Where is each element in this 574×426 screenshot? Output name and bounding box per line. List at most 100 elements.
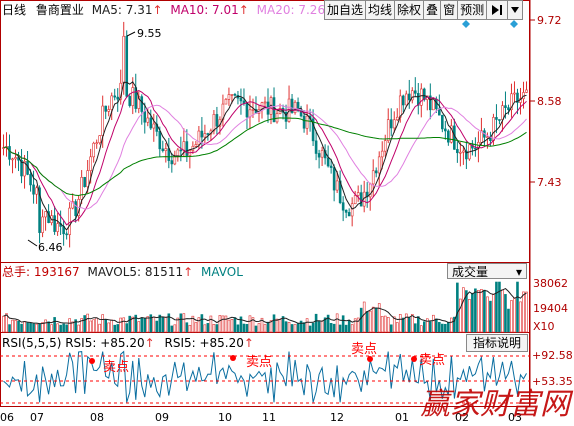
volume-bar	[155, 320, 159, 333]
ma-button[interactable]: 均线	[366, 0, 396, 20]
candle-body	[233, 94, 237, 96]
volume-bar	[236, 324, 240, 333]
volume-bar	[480, 289, 483, 333]
candle-body	[432, 98, 435, 111]
rsi-header: RSI(5,5,5) RSI5: +85.20↑ RSI5: +85.20↑	[2, 336, 254, 350]
volume-bar	[522, 291, 525, 333]
candle-body	[164, 148, 168, 152]
add-watchlist-button[interactable]: 加自选	[324, 0, 367, 20]
candle-body	[104, 105, 107, 112]
volume-bar	[80, 318, 83, 333]
sell-point-label: 卖点	[246, 355, 272, 370]
volume-bar	[290, 324, 294, 333]
candle-body	[74, 201, 77, 217]
candle-body	[371, 170, 375, 185]
volume-bar	[462, 287, 465, 333]
event-diamond-icon[interactable]	[510, 20, 518, 28]
overlay-button[interactable]: 叠	[424, 0, 442, 20]
window-button[interactable]: 窗	[441, 0, 459, 20]
volume-bar	[350, 324, 354, 333]
volume-bar	[122, 317, 126, 333]
volume-bar	[188, 324, 192, 333]
up-arrow-icon: ↑	[152, 3, 163, 17]
candle-body	[326, 157, 330, 167]
volume-bar	[326, 314, 330, 333]
volume-bar	[173, 324, 177, 333]
indicator-help-button[interactable]: 指标说明	[466, 334, 528, 352]
volume-bar	[398, 314, 402, 333]
volume-bar	[356, 317, 360, 333]
volume-bar	[245, 324, 249, 333]
volume-bar	[456, 282, 459, 333]
candle-body	[146, 117, 150, 123]
volume-bar	[200, 314, 204, 333]
candle-body	[305, 115, 309, 129]
candle-body	[513, 92, 516, 95]
volume-bar	[128, 315, 132, 333]
candle-body	[185, 141, 189, 156]
candle-body	[347, 212, 351, 217]
rsi-tick-2: +53.35	[532, 375, 573, 388]
volume-bar	[395, 322, 399, 333]
candle-body	[20, 159, 23, 177]
volume-tick-2: 19404	[533, 302, 568, 315]
volume-bar	[110, 319, 114, 333]
candle-body	[377, 156, 381, 174]
volume-bar	[218, 315, 222, 333]
ex-rights-button[interactable]: 除权	[395, 0, 425, 20]
volume-header: 总手: 193167 MAVOL5: 81511↑ MAVOL	[2, 265, 243, 279]
up-arrow-icon: ↑	[183, 265, 194, 279]
chevron-down-icon[interactable]	[508, 0, 524, 20]
sell-point-dot	[367, 356, 373, 362]
forecast-button[interactable]: 预测	[458, 0, 488, 20]
candle-body	[158, 131, 162, 150]
sell-point-dot	[230, 355, 236, 361]
volume-bar	[239, 316, 243, 333]
volume-bar	[116, 324, 120, 333]
candle-body	[401, 95, 405, 106]
candle-body	[356, 192, 360, 196]
candle-body	[8, 146, 11, 160]
volume-bar	[29, 322, 32, 333]
volume-bar	[453, 316, 456, 333]
play-end-icon[interactable]	[487, 0, 509, 20]
volume-bar	[507, 308, 510, 333]
candle-body	[510, 93, 513, 111]
candle-body	[486, 136, 489, 138]
candle-body	[125, 35, 129, 97]
volume-bar	[450, 317, 453, 333]
candle-body	[227, 94, 231, 100]
volume-bar	[299, 320, 303, 333]
volume-bar	[11, 319, 14, 333]
volume-bar	[53, 317, 56, 333]
volume-bar	[377, 303, 381, 333]
candle-body	[423, 88, 426, 100]
candle-body	[23, 161, 26, 177]
candle-body	[507, 107, 510, 111]
candle-body	[173, 155, 177, 165]
volume-total: 总手: 193167	[2, 265, 80, 279]
indicator-dropdown[interactable]: 成交量 ▾	[447, 263, 527, 279]
candle-body	[314, 140, 318, 154]
event-diamond-icon[interactable]	[462, 20, 470, 28]
volume-bar	[254, 325, 258, 333]
volume-bar	[224, 315, 228, 333]
candle-body	[459, 151, 462, 154]
x-label: 11	[262, 411, 276, 424]
candle-body	[374, 170, 378, 174]
up-arrow-icon: ↑	[243, 336, 254, 350]
volume-bar	[140, 317, 144, 333]
candle-body	[353, 195, 357, 205]
candle-body	[302, 115, 306, 129]
candle-body	[465, 150, 468, 160]
high-marker: 9.55	[126, 27, 162, 40]
volume-bar	[269, 320, 273, 333]
x-label: 12	[330, 411, 344, 424]
candle-body	[152, 123, 156, 129]
candle-body	[170, 160, 174, 165]
volume-bar	[95, 317, 98, 333]
x-label: 03	[508, 411, 522, 424]
volume-bar	[498, 281, 501, 333]
volume-bar	[329, 322, 333, 333]
